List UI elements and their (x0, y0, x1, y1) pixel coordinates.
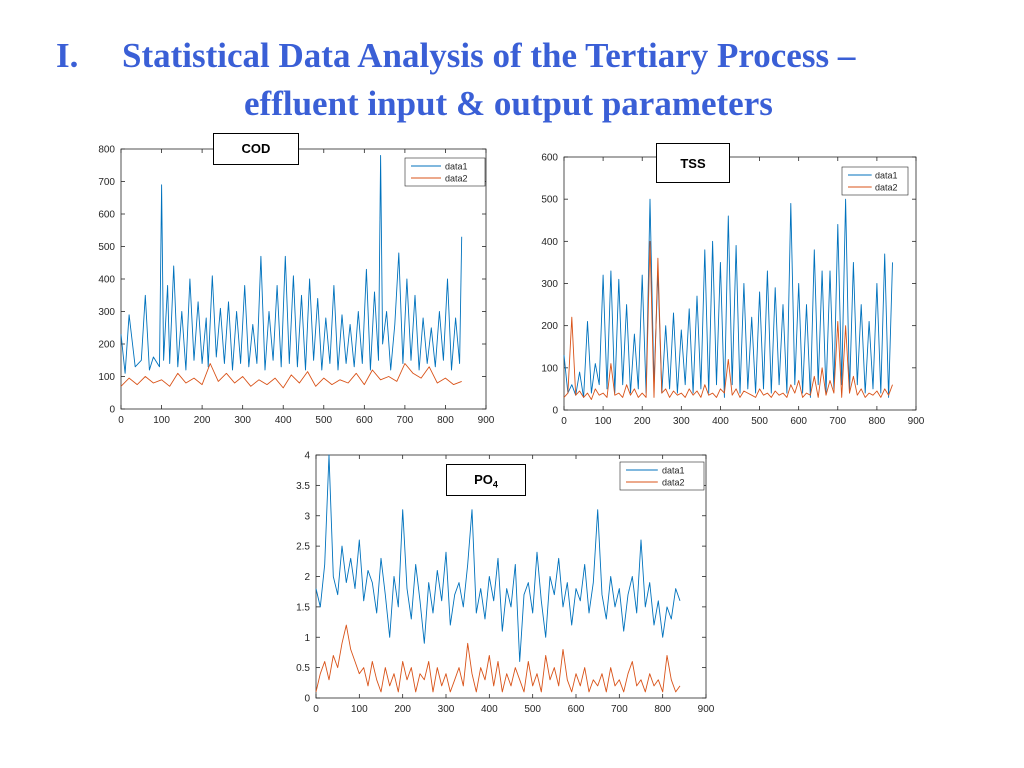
po4-ytick-label: 2 (304, 572, 310, 583)
cod-xtick-label: 400 (275, 415, 292, 426)
tss-xtick-label: 200 (634, 416, 651, 427)
tss-legend-label: data1 (875, 171, 898, 181)
cod-legend-label: data1 (445, 162, 468, 172)
po4-ytick-label: 3 (304, 511, 310, 522)
cod-ytick-label: 800 (98, 145, 115, 156)
po4-xtick-label: 100 (351, 704, 368, 715)
po4-ytick-label: 4 (304, 451, 310, 462)
po4-xtick-label: 600 (568, 704, 585, 715)
tss-series-data1 (563, 198, 893, 398)
cod-ytick-label: 200 (98, 340, 115, 351)
po4-ytick-label: 1 (304, 633, 310, 644)
tss-xtick-label: 0 (561, 416, 567, 427)
po4-ytick-label: 0 (304, 694, 310, 705)
tss-plot-area (563, 156, 917, 411)
cod-xtick-label: 0 (118, 415, 124, 426)
po4-series-data2 (315, 624, 681, 693)
cod-legend-label: data2 (445, 174, 468, 184)
cod-series-data1 (120, 155, 463, 374)
po4-xtick-label: 300 (438, 704, 455, 715)
title-line1-text: Statistical Data Analysis of the Tertiar… (122, 36, 856, 75)
cod-ytick-label: 0 (109, 405, 115, 416)
cod-xtick-label: 700 (397, 415, 414, 426)
tss-legend-box (841, 166, 909, 196)
tss-xtick-label: 300 (673, 416, 690, 427)
tss-xtick-label: 400 (712, 416, 729, 427)
tss-ytick-label: 500 (541, 195, 558, 206)
slide-title-line2: effluent input & output parameters (244, 84, 773, 123)
tss-xtick-label: 600 (790, 416, 807, 427)
tss-label: TSS (680, 156, 706, 171)
cod-xtick-label: 100 (153, 415, 170, 426)
tss-ytick-label: 200 (541, 321, 558, 332)
tss-ytick-label: 600 (541, 153, 558, 164)
cod-ytick-label: 400 (98, 275, 115, 286)
cod-xtick-label: 300 (234, 415, 251, 426)
cod-xtick-label: 900 (478, 415, 495, 426)
po4-xtick-label: 800 (654, 704, 671, 715)
tss-xtick-label: 800 (869, 416, 886, 427)
po4-series-data1 (315, 454, 681, 662)
po4-xtick-label: 900 (698, 704, 715, 715)
po4-legend-label: data2 (662, 478, 685, 488)
tss-legend-label: data2 (875, 183, 898, 193)
tss-xtick-label: 500 (751, 416, 768, 427)
po4-xtick-label: 500 (524, 704, 541, 715)
cod-legend-box (404, 157, 486, 187)
tss-ytick-label: 400 (541, 237, 558, 248)
slide-title-line1: I. Statistical Data Analysis of the Terti… (56, 32, 855, 80)
po4-xtick-label: 700 (611, 704, 628, 715)
po4-legend-box (619, 461, 705, 491)
tss-label-box: TSS (656, 143, 730, 183)
cod-label: COD (241, 141, 271, 156)
po4-xtick-label: 400 (481, 704, 498, 715)
po4-label-subscript: 4 (492, 479, 498, 490)
po4-legend-label: data1 (662, 466, 685, 476)
cod-xtick-label: 800 (437, 415, 454, 426)
cod-ytick-label: 300 (98, 307, 115, 318)
tss-ytick-label: 100 (541, 363, 558, 374)
po4-xtick-label: 200 (394, 704, 411, 715)
title-number: I. (56, 36, 79, 75)
tss-series-data2 (563, 240, 893, 400)
tss-xtick-label: 900 (908, 416, 925, 427)
po4-label-box: PO4 (446, 464, 526, 496)
tss-xtick-label: 100 (595, 416, 612, 427)
cod-series-data2 (120, 363, 462, 389)
tss-ytick-label: 300 (541, 279, 558, 290)
po4-xtick-label: 0 (313, 704, 319, 715)
cod-xtick-label: 600 (356, 415, 373, 426)
cod-ytick-label: 100 (98, 372, 115, 383)
cod-label-box: COD (213, 133, 299, 165)
po4-ytick-label: 1.5 (296, 602, 310, 613)
po4-ytick-label: 3.5 (296, 481, 310, 492)
po4-ytick-label: 2.5 (296, 542, 310, 553)
cod-xtick-label: 200 (194, 415, 211, 426)
po4-label: PO (474, 472, 493, 487)
cod-ytick-label: 600 (98, 210, 115, 221)
cod-ytick-label: 500 (98, 242, 115, 253)
cod-ytick-label: 700 (98, 177, 115, 188)
tss-ytick-label: 0 (552, 406, 558, 417)
po4-ytick-label: 0.5 (296, 663, 310, 674)
tss-xtick-label: 700 (829, 416, 846, 427)
cod-xtick-label: 500 (315, 415, 332, 426)
